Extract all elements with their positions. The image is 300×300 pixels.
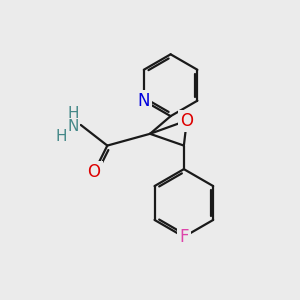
Text: N: N xyxy=(138,92,150,110)
Text: H: H xyxy=(68,106,79,121)
Text: O: O xyxy=(88,163,100,181)
Text: N: N xyxy=(68,119,79,134)
Text: H: H xyxy=(56,129,68,144)
Text: F: F xyxy=(179,228,189,246)
Text: O: O xyxy=(180,112,193,130)
